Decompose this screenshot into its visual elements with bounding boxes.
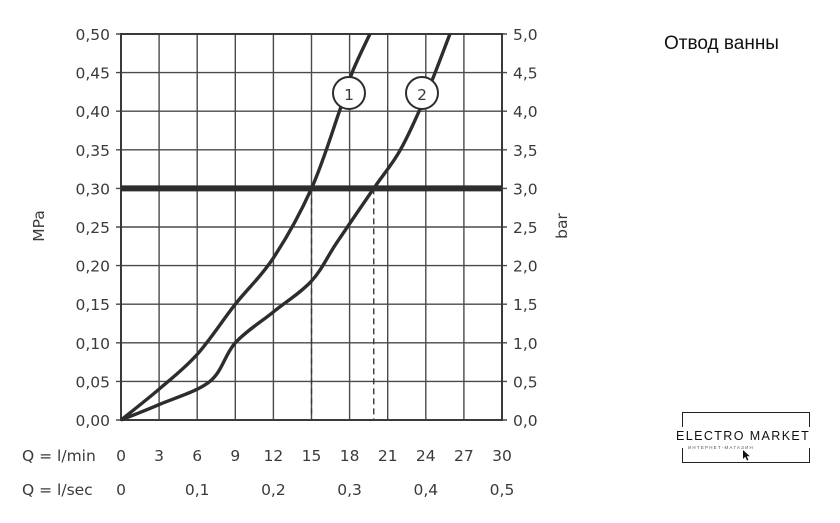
series-label-2: 2 [417, 86, 427, 104]
y-tick-label-left: 0,25 [75, 219, 110, 237]
chart-caption: Отвод ванны [664, 33, 779, 54]
x-tick-label-lsec: 0,3 [337, 481, 362, 499]
y-tick-label-left: 0,10 [75, 335, 110, 353]
y-tick-label-right: 2,5 [513, 219, 538, 237]
dashed-drop-lines [310, 188, 375, 420]
y-tick-label-left: 0,40 [75, 103, 110, 121]
y-tick-label-left: 0,20 [75, 258, 110, 276]
y-tick-label-right: 3,5 [513, 142, 538, 160]
electro-market-logo: ELECTRO MARKET ИНТЕРНЕТ-МАГАЗИН [676, 412, 810, 464]
x-tick-label-lmin: 0 [116, 447, 126, 465]
x-tick-label-lmin: 9 [230, 447, 240, 465]
y-tick-label-left: 0,00 [75, 412, 110, 430]
y-tick-label-right: 4,0 [513, 103, 538, 121]
x-tick-label-lmin: 21 [378, 447, 398, 465]
x-tick-label-lmin: 30 [492, 447, 512, 465]
series-curve-2 [120, 33, 452, 422]
tick-labels: 0,000,050,100,150,200,250,300,350,400,45… [75, 26, 537, 499]
x-tick-label-lmin: 18 [340, 447, 360, 465]
x-tick-label-lmin: 12 [264, 447, 284, 465]
x-axis-title-lmin: Q = l/min [22, 447, 96, 465]
y-tick-label-right: 0,0 [513, 412, 538, 430]
x-tick-label-lsec: 0 [116, 481, 126, 499]
y-tick-label-right: 2,0 [513, 258, 538, 276]
y-tick-label-right: 4,5 [513, 65, 538, 83]
logo-bracket-bottom [682, 448, 810, 463]
y-tick-label-left: 0,15 [75, 296, 110, 314]
x-tick-label-lsec: 0,1 [185, 481, 210, 499]
y-tick-label-left: 0,30 [75, 180, 110, 198]
logo-name: ELECTRO MARKET [676, 429, 811, 443]
y-tick-label-left: 0,45 [75, 65, 110, 83]
y-axis-title-right: bar [553, 213, 571, 239]
x-tick-label-lmin: 6 [192, 447, 202, 465]
x-tick-label-lmin: 3 [154, 447, 164, 465]
x-tick-label-lmin: 24 [416, 447, 436, 465]
x-tick-label-lmin: 15 [302, 447, 322, 465]
y-tick-label-right: 1,0 [513, 335, 538, 353]
cursor-icon [743, 450, 750, 461]
y-axis-title-left: MPa [30, 210, 48, 242]
x-tick-label-lsec: 0,2 [261, 481, 286, 499]
y-tick-label-right: 0,5 [513, 373, 538, 391]
logo-tagline: ИНТЕРНЕТ-МАГАЗИН [688, 445, 754, 450]
logo-bracket-top [682, 412, 810, 427]
y-tick-label-right: 1,5 [513, 296, 538, 314]
y-tick-label-left: 0,50 [75, 26, 110, 44]
x-tick-label-lsec: 0,5 [490, 481, 515, 499]
series-label-1: 1 [344, 86, 354, 104]
y-tick-label-left: 0,05 [75, 373, 110, 391]
series-label-circle-2 [405, 76, 439, 110]
series-label-circle-1 [332, 76, 366, 110]
y-tick-label-left: 0,35 [75, 142, 110, 160]
x-tick-label-lsec: 0,4 [413, 481, 438, 499]
y-tick-label-right: 3,0 [513, 180, 538, 198]
x-tick-label-lmin: 27 [454, 447, 474, 465]
y-tick-label-right: 5,0 [513, 26, 538, 44]
x-axis-title-lsec: Q = l/sec [22, 481, 93, 499]
